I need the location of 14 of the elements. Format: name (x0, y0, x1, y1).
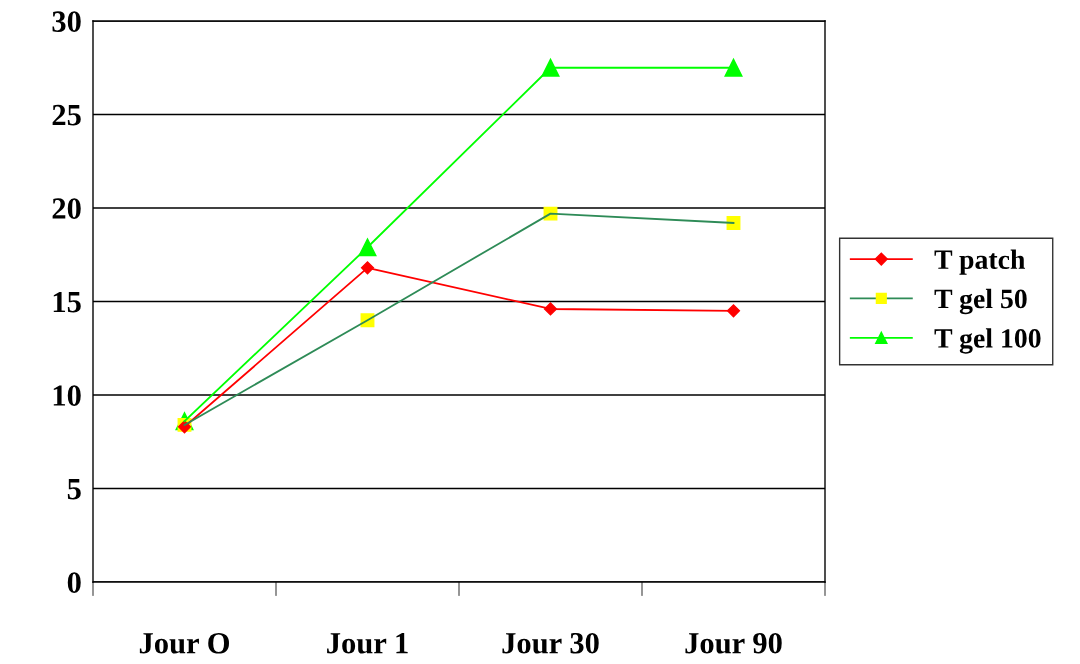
legend-label: T gel 50 (934, 288, 1027, 315)
y-tick-label: 5 (67, 479, 81, 500)
y-tick-label: 25 (52, 104, 81, 126)
x-tick-label: Jour 1 (327, 633, 408, 654)
y-tick-label: 15 (53, 291, 81, 313)
x-tick-label: Jour O (139, 632, 229, 654)
y-tick-label: 30 (52, 11, 81, 32)
y-tick-label: 10 (53, 385, 81, 406)
y-tick-label: 20 (52, 198, 81, 219)
legend-label: T gel 100 (934, 328, 1041, 354)
legend-label: T patch (934, 249, 1026, 275)
x-tick-label: Jour 90 (685, 632, 782, 654)
x-tick-label: Jour 30 (502, 632, 599, 654)
y-tick-label: 0 (67, 572, 81, 593)
